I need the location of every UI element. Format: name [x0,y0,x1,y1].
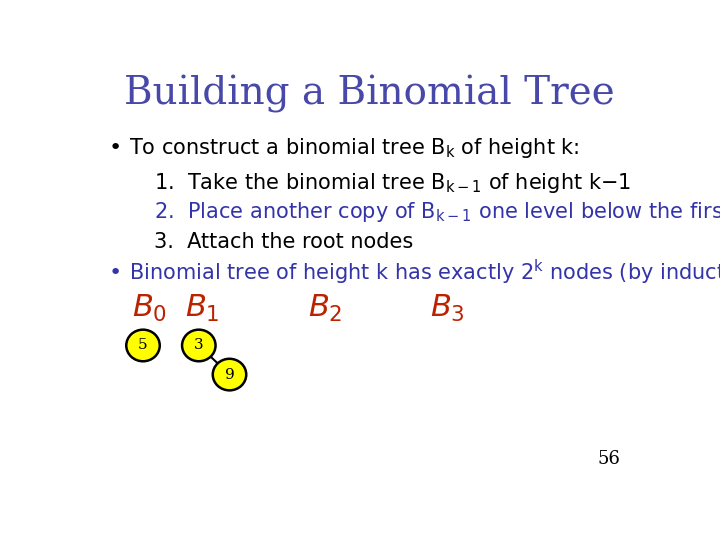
Text: $B_0$: $B_0$ [132,293,167,323]
Text: Binomial tree of height k has exactly $\mathregular{2^k}$ nodes (by induction): Binomial tree of height k has exactly $\… [129,258,720,287]
Text: 56: 56 [598,450,621,468]
Ellipse shape [182,329,215,361]
Text: •: • [109,138,122,158]
Text: 5: 5 [138,339,148,353]
Text: $B_1$: $B_1$ [185,293,220,323]
Text: 2.  Place another copy of $\mathregular{B_{k−1}}$ one level below the first: 2. Place another copy of $\mathregular{B… [154,200,720,225]
Text: Building a Binomial Tree: Building a Binomial Tree [124,75,614,113]
Text: $B_2$: $B_2$ [307,293,342,323]
Ellipse shape [213,359,246,390]
Ellipse shape [126,329,160,361]
Text: 1.  Take the binomial tree $\mathregular{B_{k−1}}$ of height k−1: 1. Take the binomial tree $\mathregular{… [154,171,631,195]
Text: 3: 3 [194,339,204,353]
Text: 9: 9 [225,368,235,382]
Text: 3.  Attach the root nodes: 3. Attach the root nodes [154,232,413,252]
Text: To construct a binomial tree $\mathregular{B_k}$ of height k:: To construct a binomial tree $\mathregul… [129,136,580,160]
Text: •: • [109,262,122,283]
Text: $B_3$: $B_3$ [431,293,465,323]
